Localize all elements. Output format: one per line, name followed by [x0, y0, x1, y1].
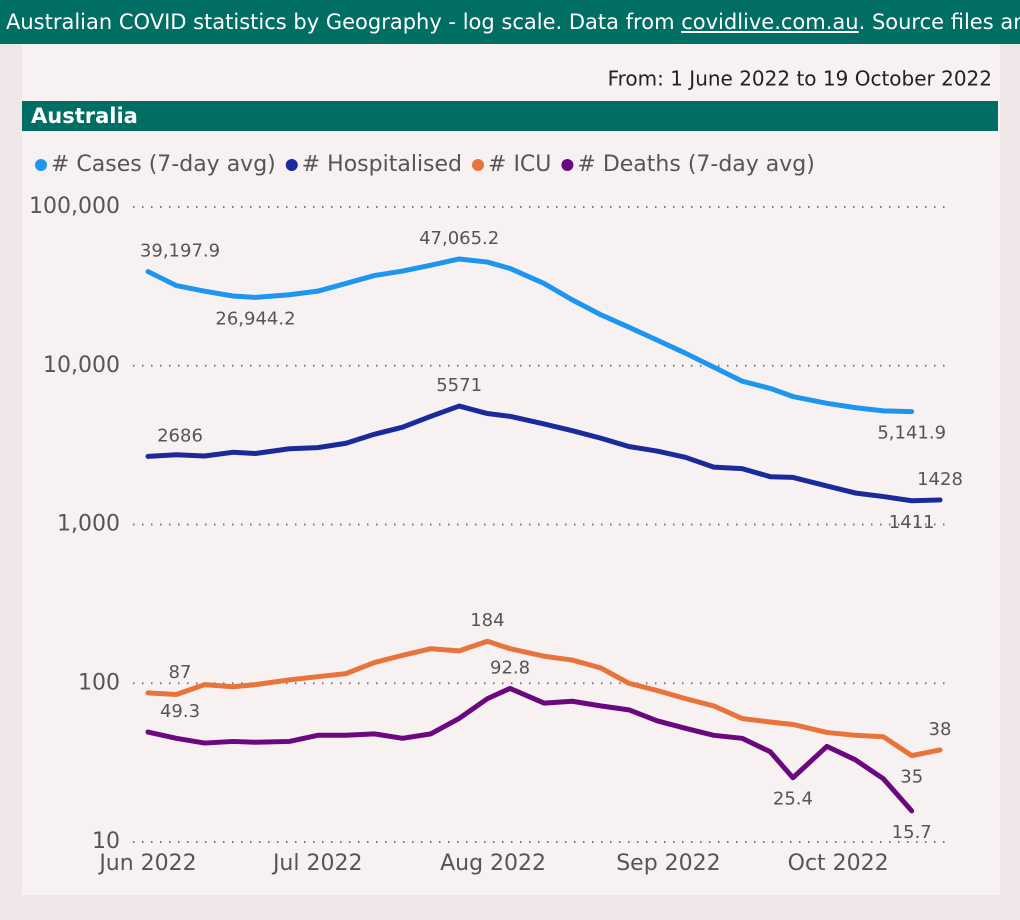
series-line [145, 685, 915, 814]
x-tick-label: Aug 2022 [440, 851, 546, 876]
data-label: 1411 [889, 512, 935, 533]
y-tick-label: 10,000 [43, 353, 120, 378]
section-bar [22, 101, 998, 131]
header-link[interactable]: covidlive.com.au [681, 10, 859, 34]
x-tick-label: Jul 2022 [271, 851, 363, 876]
series-line [145, 638, 943, 759]
data-label: 25.4 [773, 789, 813, 810]
data-label: 39,197.9 [140, 241, 220, 262]
legend-label: # Deaths (7-day avg) [577, 152, 814, 177]
x-tick-label: Jun 2022 [97, 851, 196, 876]
data-label: 38 [929, 719, 952, 740]
legend-marker [35, 159, 47, 171]
y-tick-label: 10 [92, 829, 120, 854]
data-label: 5571 [436, 375, 482, 396]
series-line [145, 403, 943, 504]
series-line [145, 256, 915, 415]
chart-title: Australia [31, 104, 138, 128]
data-label: 47,065.2 [419, 228, 499, 249]
data-label: 184 [470, 610, 504, 631]
data-label: 2686 [157, 425, 203, 446]
legend-marker [285, 159, 298, 171]
y-tick-label: 100,000 [29, 194, 120, 219]
data-label: 92.8 [490, 657, 530, 678]
header: Australian COVID statistics by Geography… [0, 0, 1020, 44]
legend-label: # ICU [488, 152, 551, 177]
data-label: 1428 [917, 469, 963, 490]
y-tick-label: 100 [78, 670, 120, 695]
legend-marker [561, 159, 574, 171]
data-label: 26,944.2 [215, 308, 295, 329]
data-label: 35 [900, 767, 923, 788]
data-label: 49.3 [160, 701, 200, 722]
legend-label: # Cases (7-day avg) [51, 152, 276, 177]
header-text: . Source files and more [858, 10, 1020, 34]
chart-subtitle: From: 1 June 2022 to 19 October 2022 [608, 67, 992, 91]
x-tick-label: Oct 2022 [788, 851, 889, 876]
x-tick-label: Sep 2022 [616, 851, 720, 876]
data-label: 87 [169, 662, 192, 683]
header-text: Australian COVID statistics by Geography… [6, 10, 682, 34]
legend-label: # Hospitalised [302, 152, 462, 177]
data-label: 15.7 [892, 822, 932, 843]
legend-marker [472, 159, 485, 171]
data-label: 5,141.9 [877, 423, 946, 444]
y-tick-label: 1,000 [57, 512, 120, 537]
